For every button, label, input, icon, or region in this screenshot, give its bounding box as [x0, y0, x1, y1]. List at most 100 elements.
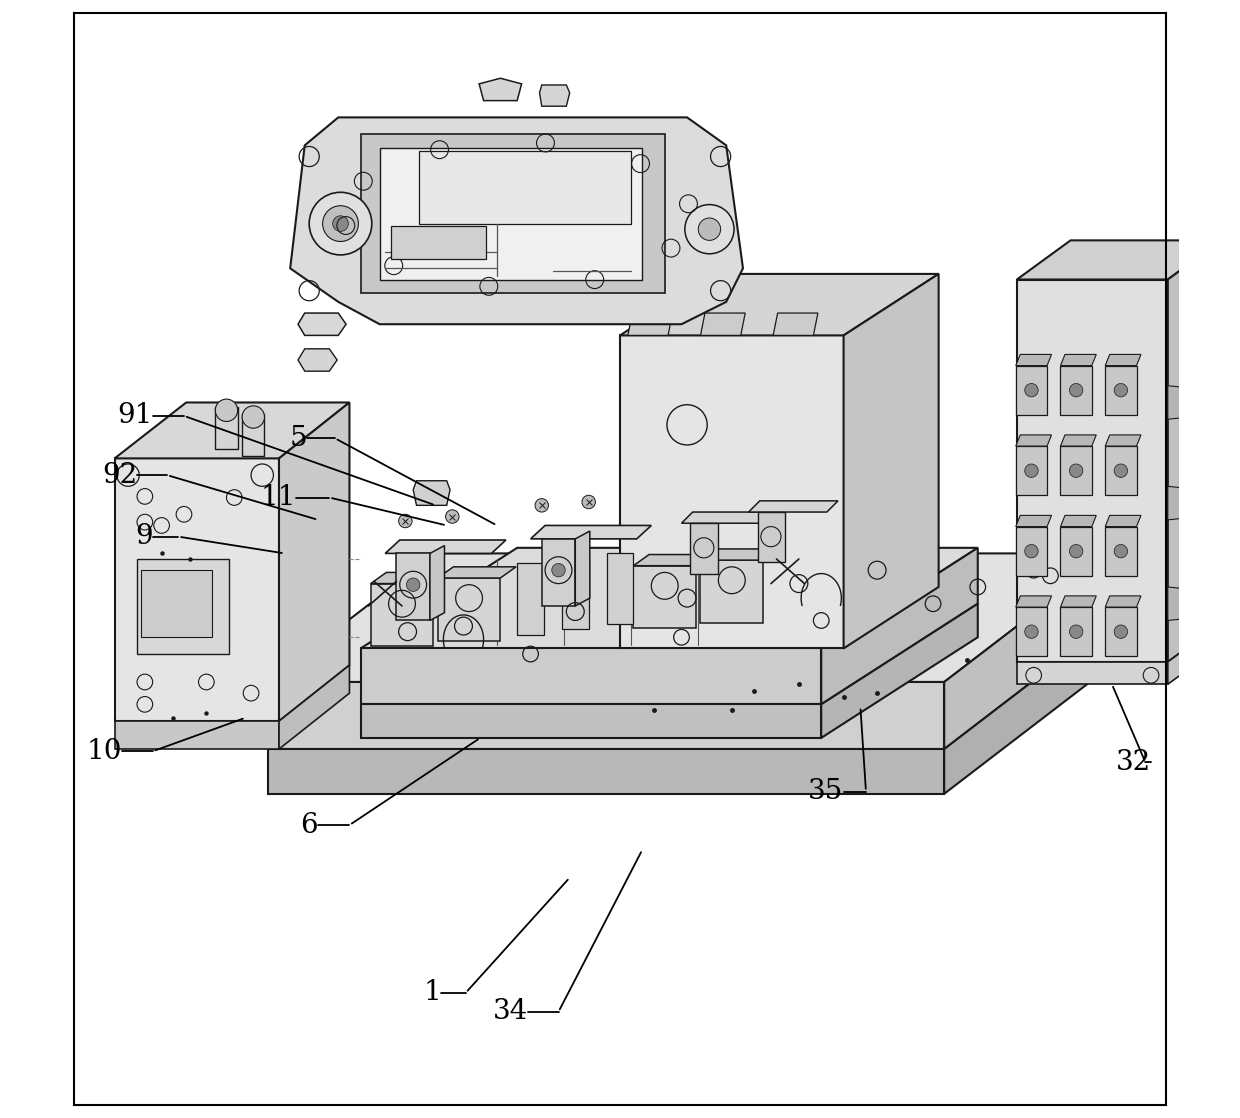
Polygon shape — [361, 704, 821, 738]
Circle shape — [1024, 464, 1038, 477]
Polygon shape — [1016, 607, 1047, 656]
Polygon shape — [634, 555, 712, 566]
Polygon shape — [242, 414, 264, 456]
Polygon shape — [1016, 527, 1047, 576]
Polygon shape — [379, 148, 642, 280]
Circle shape — [322, 206, 358, 241]
Polygon shape — [298, 313, 346, 335]
Text: 6: 6 — [300, 812, 319, 838]
Polygon shape — [479, 78, 522, 101]
Text: 34: 34 — [494, 998, 528, 1025]
Polygon shape — [1016, 515, 1052, 527]
Circle shape — [1115, 625, 1127, 638]
Polygon shape — [279, 665, 350, 749]
Polygon shape — [1016, 596, 1052, 607]
Circle shape — [309, 192, 372, 255]
Polygon shape — [361, 648, 821, 704]
Polygon shape — [821, 548, 978, 704]
Circle shape — [534, 499, 548, 512]
Circle shape — [1115, 544, 1127, 558]
Polygon shape — [1168, 240, 1221, 662]
Polygon shape — [1060, 435, 1096, 446]
Polygon shape — [1060, 527, 1091, 576]
Circle shape — [332, 216, 348, 231]
Polygon shape — [691, 523, 718, 574]
Polygon shape — [1168, 486, 1221, 520]
Polygon shape — [438, 567, 516, 578]
Circle shape — [1024, 544, 1038, 558]
Circle shape — [698, 218, 720, 240]
Polygon shape — [419, 151, 631, 224]
Polygon shape — [562, 559, 589, 629]
Polygon shape — [371, 584, 433, 646]
Polygon shape — [1105, 446, 1137, 495]
Circle shape — [1115, 383, 1127, 397]
Polygon shape — [531, 525, 651, 539]
Polygon shape — [371, 572, 449, 584]
Polygon shape — [114, 402, 350, 458]
Circle shape — [216, 399, 238, 421]
Polygon shape — [397, 553, 430, 620]
Polygon shape — [539, 85, 569, 106]
Circle shape — [242, 406, 264, 428]
Text: 1: 1 — [423, 979, 441, 1006]
Polygon shape — [361, 548, 978, 648]
Text: 32: 32 — [1116, 749, 1151, 776]
Polygon shape — [430, 546, 444, 620]
Polygon shape — [1105, 354, 1141, 366]
Polygon shape — [542, 539, 575, 606]
Polygon shape — [216, 407, 238, 449]
Polygon shape — [413, 481, 450, 505]
Polygon shape — [268, 553, 1112, 682]
Polygon shape — [701, 313, 745, 335]
Circle shape — [1069, 383, 1083, 397]
Polygon shape — [1168, 386, 1221, 419]
Polygon shape — [620, 274, 939, 335]
Polygon shape — [620, 335, 843, 648]
Polygon shape — [1017, 240, 1221, 280]
Polygon shape — [1105, 596, 1141, 607]
Polygon shape — [575, 531, 590, 606]
Circle shape — [552, 563, 565, 577]
Polygon shape — [1060, 446, 1091, 495]
Polygon shape — [1105, 435, 1141, 446]
Polygon shape — [606, 553, 634, 624]
Polygon shape — [138, 559, 228, 654]
Polygon shape — [749, 501, 838, 512]
Polygon shape — [843, 274, 939, 648]
Polygon shape — [1060, 354, 1096, 366]
Circle shape — [445, 510, 459, 523]
Polygon shape — [1105, 527, 1137, 576]
Text: 11: 11 — [260, 484, 296, 511]
Circle shape — [1115, 464, 1127, 477]
Polygon shape — [141, 570, 212, 637]
Polygon shape — [361, 134, 665, 293]
Circle shape — [407, 578, 420, 591]
Text: 10: 10 — [87, 738, 123, 765]
Polygon shape — [438, 578, 501, 641]
Circle shape — [684, 205, 734, 254]
Polygon shape — [1060, 596, 1096, 607]
Polygon shape — [517, 563, 544, 635]
Polygon shape — [1016, 446, 1047, 495]
Polygon shape — [114, 721, 279, 749]
Circle shape — [1024, 383, 1038, 397]
Polygon shape — [1016, 366, 1047, 415]
Polygon shape — [944, 553, 1112, 749]
Polygon shape — [682, 512, 771, 523]
Polygon shape — [1060, 515, 1096, 527]
Text: 9: 9 — [135, 523, 153, 550]
Polygon shape — [1016, 354, 1052, 366]
Polygon shape — [774, 313, 818, 335]
Polygon shape — [386, 540, 506, 553]
Polygon shape — [1105, 515, 1141, 527]
Circle shape — [1069, 464, 1083, 477]
Polygon shape — [758, 512, 785, 562]
Polygon shape — [1168, 623, 1221, 684]
Polygon shape — [268, 749, 944, 794]
Polygon shape — [1016, 435, 1052, 446]
Polygon shape — [268, 682, 944, 749]
Polygon shape — [634, 566, 696, 628]
Polygon shape — [1060, 366, 1091, 415]
Polygon shape — [627, 313, 672, 335]
